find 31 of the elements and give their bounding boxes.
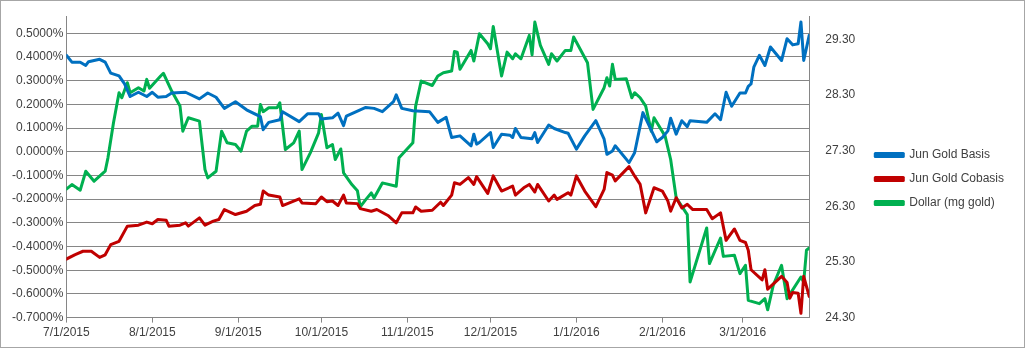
y2-tick-label: 28.30: [825, 87, 856, 102]
y-tick-label: -0.4000%: [11, 238, 64, 253]
legend-label: Dollar (mg gold): [909, 195, 995, 210]
x-tick-label: 3/1/2016: [719, 325, 767, 340]
x-tick-label: 12/1/2015: [463, 325, 518, 340]
y-tick-label: 0.0000%: [15, 144, 64, 159]
x-tick-label: 8/1/2015: [128, 325, 176, 340]
y-tick-label: 0.5000%: [15, 25, 64, 40]
y2-tick-label: 25.30: [825, 254, 856, 269]
y-tick-label: 0.3000%: [15, 72, 64, 87]
x-tick-label: 10/1/2015: [294, 325, 349, 340]
y-tick-label: 0.2000%: [15, 96, 64, 111]
y-tick-label: 0.1000%: [15, 120, 64, 135]
y2-tick-label: 29.30: [825, 31, 856, 46]
y-tick-label: -0.2000%: [11, 191, 64, 206]
y-tick-label: -0.5000%: [11, 262, 64, 277]
x-tick-label: 9/1/2015: [214, 325, 262, 340]
x-tick-label: 11/1/2015: [381, 325, 434, 340]
x-tick-label: 7/1/2015: [43, 325, 91, 340]
y2-tick-label: 26.30: [825, 198, 856, 213]
x-tick-label: 1/1/2016: [553, 325, 601, 340]
legend-label: Jun Gold Cobasis: [909, 171, 1004, 186]
y-tick-label: -0.3000%: [11, 215, 64, 230]
x-tick-label: 2/1/2016: [638, 325, 687, 340]
y-tick-label: -0.1000%: [11, 167, 64, 182]
legend-label: Jun Gold Basis: [909, 147, 990, 162]
y-tick-label: 0.4000%: [15, 49, 64, 64]
y2-tick-label: 27.30: [825, 142, 856, 157]
y2-tick-label: 24.30: [825, 309, 856, 324]
y-tick-label: -0.6000%: [11, 286, 64, 301]
y-tick-label: -0.7000%: [11, 309, 64, 324]
